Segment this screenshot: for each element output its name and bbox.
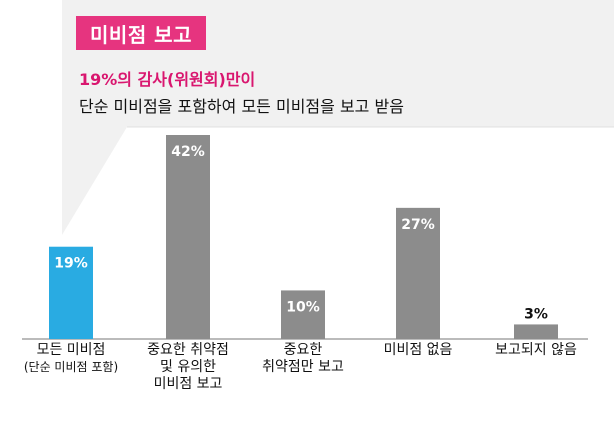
value-label-3: 10% (286, 299, 320, 315)
category-label-5: 보고되지 않음 (495, 342, 577, 358)
bar-group: 19% 42% 10% 27% 3% (49, 135, 558, 339)
value-label-5: 3% (524, 306, 548, 322)
category-note-1: (단순 미비점 포함) (23, 360, 119, 374)
value-label-2: 42% (171, 144, 205, 160)
category-label-2: 중요한 취약점 및 유의한 미비점 보고 (147, 342, 229, 392)
value-label-1: 19% (54, 256, 88, 272)
bar-4 (396, 207, 440, 339)
bar-3 (281, 290, 325, 339)
bar-2 (166, 135, 210, 339)
bar-1 (49, 246, 93, 339)
callout-subline: 단순 미비점을 포함하여 모든 미비점을 보고 받음 (79, 97, 404, 116)
category-label-4: 미비점 없음 (383, 342, 453, 358)
callout-headline: 19%의 감사(위원회)만이 (79, 70, 256, 89)
bar-5 (514, 324, 558, 339)
value-label-4: 27% (401, 217, 435, 233)
category-label-3: 중요한 취약점만 보고 (262, 342, 344, 375)
report-badge: 미비점 보고 (76, 16, 206, 50)
category-label-1: 모든 미비점 (단순 미비점 포함) (1, 342, 141, 376)
